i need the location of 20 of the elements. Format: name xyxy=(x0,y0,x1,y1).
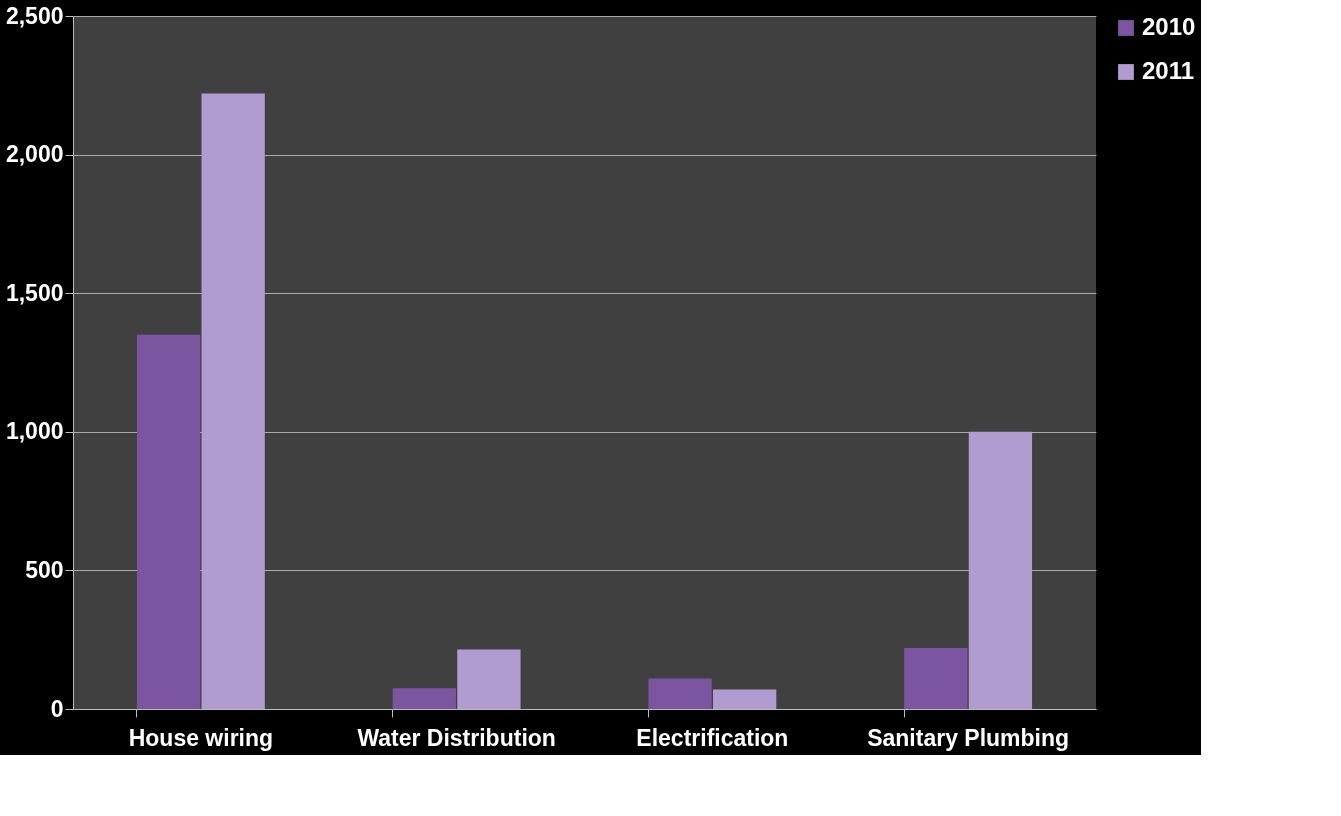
bar xyxy=(201,93,265,709)
y-tick-label: 500 xyxy=(25,556,64,583)
bar xyxy=(392,688,456,709)
y-tick-label: 2,000 xyxy=(5,141,64,168)
bar xyxy=(457,649,521,709)
y-tick-label: 1,500 xyxy=(5,279,64,306)
x-tick-label: House wiring xyxy=(128,724,274,751)
legend-label: 2010 xyxy=(1142,13,1196,40)
bar xyxy=(136,334,201,709)
bar xyxy=(648,678,712,709)
x-tick-label: Sanitary Plumbing xyxy=(867,724,1070,751)
y-tick-label: 1,000 xyxy=(5,418,64,445)
y-tick-label: 2,500 xyxy=(5,2,64,29)
bar xyxy=(713,689,777,709)
bar xyxy=(904,648,968,709)
bar xyxy=(968,431,1033,709)
legend-label: 2011 xyxy=(1142,57,1195,84)
x-tick-label: Water Distribution xyxy=(357,724,556,751)
x-tick-label: Electrification xyxy=(636,724,789,751)
y-tick-label: 0 xyxy=(50,695,64,722)
